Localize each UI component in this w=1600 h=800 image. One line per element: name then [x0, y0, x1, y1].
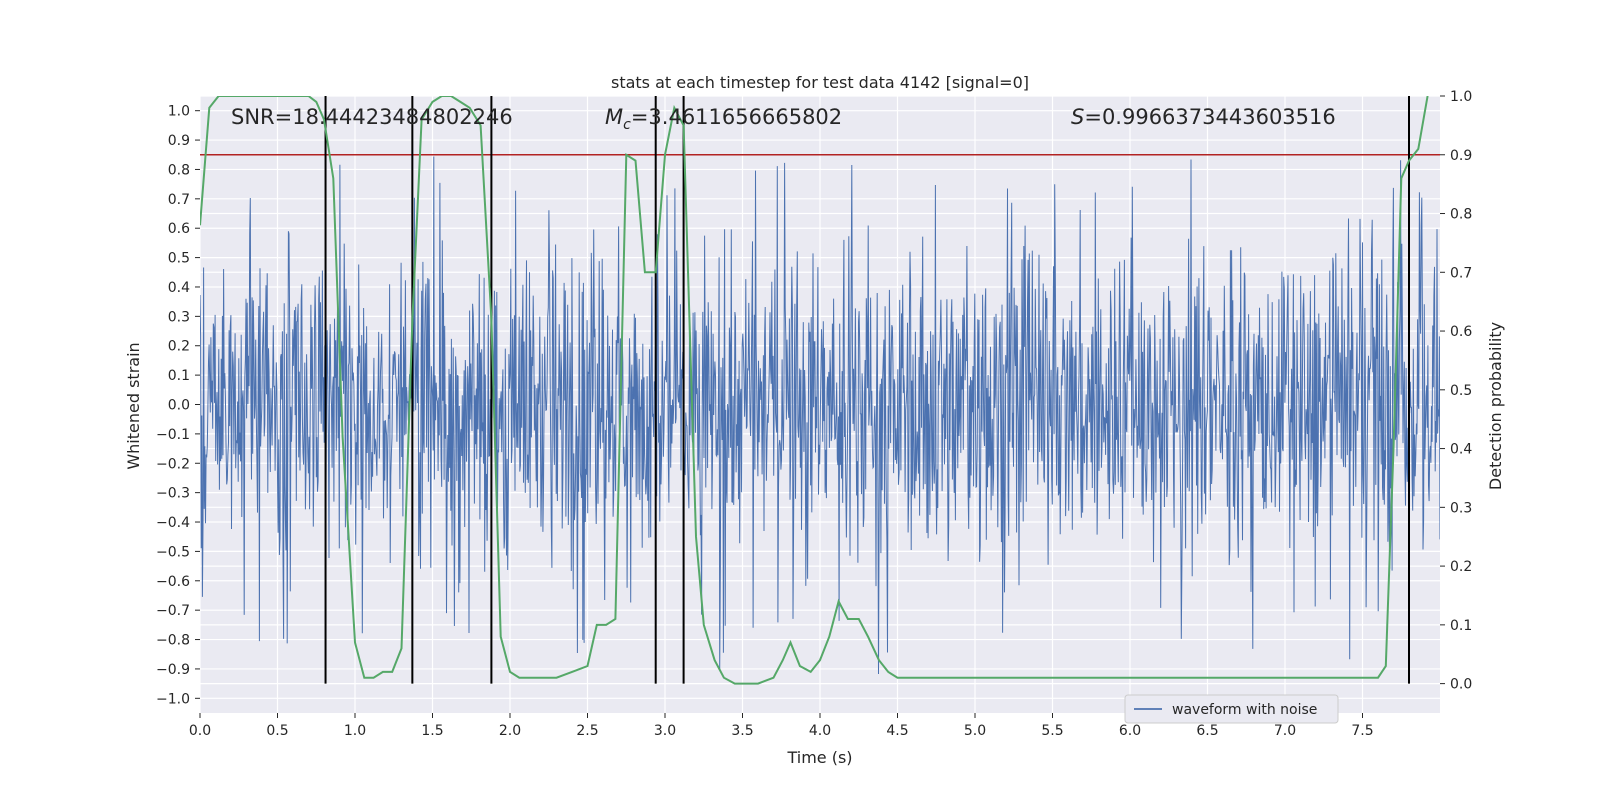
mc-value: =3.4611656665802 — [631, 105, 842, 129]
y-left-tick-label: −0.9 — [156, 662, 190, 678]
mc-subscript: c — [623, 117, 631, 133]
vertical-markers — [324, 96, 1410, 684]
x-tick-label: 6.0 — [1119, 723, 1141, 739]
chart-title: stats at each timestep for test data 414… — [611, 73, 1029, 92]
s-value: =0.9966373443603516 — [1084, 105, 1335, 129]
y-right-tick-labels: 0.0 0.1 0.2 0.3 0.4 0.5 0.6 0.7 0.8 0.9 1.0 — [1440, 89, 1472, 693]
y-left-tick-label: 0.5 — [168, 251, 190, 267]
x-axis-label: Time (s) — [786, 748, 852, 767]
x-tick-label: 1.0 — [344, 723, 366, 739]
y-left-tick-label: −0.6 — [156, 574, 190, 590]
y-left-tick-label: 0.2 — [168, 339, 190, 355]
y-left-tick-label: −0.1 — [156, 427, 190, 443]
y-right-tick-label: 0.5 — [1450, 383, 1472, 399]
y-left-tick-label: 0.4 — [168, 280, 190, 296]
y-left-axis-label: Whitened strain — [124, 342, 143, 469]
y-right-tick-label: 0.8 — [1450, 207, 1472, 223]
y-left-tick-label: −1.0 — [156, 691, 190, 707]
y-left-tick-labels: −1.0 −0.9 −0.8 −0.7 −0.6 −0.5 −0.4 −0.3 −0.2 −0.1… — [156, 104, 200, 707]
y-left-tick-label: 0.6 — [168, 221, 190, 237]
x-tick-label: 1.5 — [421, 723, 443, 739]
y-right-tick-label: 1.0 — [1450, 89, 1472, 105]
x-tick-label: 5.5 — [1041, 723, 1063, 739]
x-tick-label: 0.0 — [189, 723, 211, 739]
y-left-tick-label: 0.0 — [168, 398, 190, 414]
y-left-tick-label: −0.8 — [156, 633, 190, 649]
x-tick-label: 4.5 — [886, 723, 908, 739]
y-right-tick-label: 0.9 — [1450, 148, 1472, 164]
y-left-tick-label: 0.7 — [168, 192, 190, 208]
x-tick-label: 7.0 — [1274, 723, 1296, 739]
s-annotation: S=0.9966373443603516 — [1071, 105, 1336, 129]
y-right-tick-label: 0.2 — [1450, 559, 1472, 575]
x-tick-label: 2.0 — [499, 723, 521, 739]
s-symbol: S — [1071, 105, 1084, 129]
y-right-tick-label: 0.0 — [1450, 677, 1472, 693]
y-left-tick-label: −0.5 — [156, 544, 190, 560]
y-left-tick-label: 0.9 — [168, 133, 190, 149]
waveform-line — [200, 156, 1440, 675]
probability-line — [200, 96, 1429, 685]
x-tick-label: 6.5 — [1196, 723, 1218, 739]
y-left-tick-label: 0.8 — [168, 162, 190, 178]
y-right-axis-label: Detection probability — [1486, 322, 1505, 490]
mc-symbol: M — [605, 105, 623, 129]
y-left-tick-label: 0.3 — [168, 309, 190, 325]
x-tick-label: 2.5 — [576, 723, 598, 739]
y-left-tick-label: 1.0 — [168, 104, 190, 120]
y-right-tick-label: 0.7 — [1450, 265, 1472, 281]
y-right-tick-label: 0.6 — [1450, 324, 1472, 340]
y-left-tick-label: −0.3 — [156, 486, 190, 502]
y-left-tick-label: −0.7 — [156, 603, 190, 619]
x-tick-label: 3.0 — [654, 723, 676, 739]
y-left-tick-label: 0.1 — [168, 368, 190, 384]
x-tick-label: 0.5 — [266, 723, 288, 739]
y-left-tick-label: −0.2 — [156, 456, 190, 472]
y-left-tick-label: −0.4 — [156, 515, 190, 531]
legend: waveform with noise — [1124, 694, 1339, 724]
mc-annotation: Mc=3.4611656665802 — [605, 105, 842, 133]
x-tick-label: 4.0 — [809, 723, 831, 739]
x-tick-label: 3.5 — [731, 723, 753, 739]
snr-annotation: SNR=18.44423484802246 — [231, 105, 513, 129]
x-tick-label: 5.0 — [964, 723, 986, 739]
x-tick-label: 7.5 — [1351, 723, 1373, 739]
legend-label: waveform with noise — [1172, 702, 1317, 718]
legend-box — [1124, 694, 1339, 724]
y-right-tick-label: 0.4 — [1450, 442, 1472, 458]
x-tick-labels: 0.0 0.5 1.0 1.5 2.0 2.5 3.0 3.5 4.0 4.5 5.0 5.5 6.0 6… — [189, 713, 1374, 739]
y-right-tick-label: 0.1 — [1450, 618, 1472, 634]
y-right-tick-label: 0.3 — [1450, 500, 1472, 516]
